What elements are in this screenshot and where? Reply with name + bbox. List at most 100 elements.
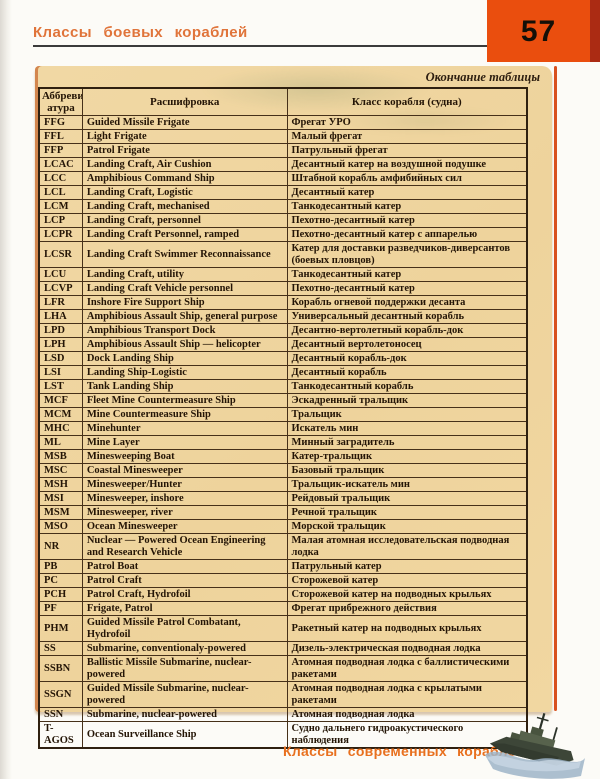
ship-class-cell: Тральщик	[286, 407, 528, 422]
abbreviation-cell: LCU	[38, 267, 83, 282]
column-header-ship-class: Класс корабля (судна)	[286, 87, 528, 116]
abbreviation-cell: PF	[38, 601, 83, 616]
abbreviation-cell: SSBN	[38, 655, 83, 682]
ship-class-cell: Минный заградитель	[286, 435, 528, 450]
table-row: MCF Fleet Mine Countermeasure Ship Эскад…	[38, 393, 528, 408]
decoding-cell: Amphibious Assault Ship — helicopter	[81, 337, 288, 352]
page-number: 57	[520, 15, 557, 48]
decoding-cell: Landing Craft, mechanised	[81, 199, 288, 214]
table-row: LCC Amphibious Command Ship Штабной кора…	[38, 171, 528, 186]
abbreviation-cell: LST	[38, 379, 83, 394]
table-row: LCM Landing Craft, mechanised Танкодесан…	[38, 199, 528, 214]
abbreviation-cell: MSM	[38, 505, 83, 520]
ship-class-cell: Десантный катер на воздушной подушке	[286, 157, 528, 172]
abbreviation-cell: LFR	[38, 295, 83, 310]
decoding-cell: Ocean Surveillance Ship	[81, 721, 288, 749]
ship-class-cell: Десантный катер	[286, 185, 528, 200]
abbreviation-cell: ML	[38, 435, 83, 450]
abbreviation-cell: LCL	[38, 185, 83, 200]
decoding-cell: Landing Craft Vehicle personnel	[81, 281, 288, 296]
page-number-box: 57	[487, 0, 590, 62]
abbreviation-cell: PCH	[38, 587, 83, 602]
table-header: Аббреви- атура Расшифровка Класс корабля…	[38, 87, 528, 116]
ship-class-cell: Базовый тральщик	[286, 463, 528, 478]
decoding-cell: Minesweeper, river	[81, 505, 288, 520]
decoding-cell: Landing Craft, personnel	[81, 213, 288, 228]
decoding-cell: Minesweeping Boat	[81, 449, 288, 464]
table-row: PCH Patrol Craft, Hydrofoil Сторожевой к…	[38, 587, 528, 602]
abbreviation-cell: MSI	[38, 491, 83, 506]
decoding-cell: Patrol Frigate	[81, 143, 288, 158]
abbreviation-cell: SSN	[38, 707, 83, 722]
decoding-cell: Guided Missile Patrol Combatant, Hydrofo…	[81, 615, 288, 642]
abbreviation-cell: T-AGOS	[38, 721, 83, 749]
table-row: LSI Landing Ship-Logistic Десантный кора…	[38, 365, 528, 380]
table-row: FFL Light Frigate Малый фрегат	[38, 129, 528, 144]
abbreviation-cell: LCP	[38, 213, 83, 228]
ship-class-cell: Танкодесантный катер	[286, 199, 528, 214]
page-number-stripe	[590, 0, 600, 62]
ship-class-cell: Фрегат УРО	[286, 115, 528, 130]
table-panel: Окончание таблицы Аббреви- атура Расшифр…	[35, 66, 552, 749]
ship-class-cell: Катер-тральщик	[286, 449, 528, 464]
ship-class-cell: Танкодесантный катер	[286, 267, 528, 282]
table-row: LCU Landing Craft, utility Танкодесантны…	[38, 267, 528, 282]
decoding-cell: Landing Ship-Logistic	[81, 365, 288, 380]
abbreviation-cell: MCF	[38, 393, 83, 408]
table-row: LCAC Landing Craft, Air Cushion Десантны…	[38, 157, 528, 172]
ship-class-cell: Атомная подводная лодка с баллистическим…	[286, 655, 528, 682]
decoding-cell: Dock Landing Ship	[81, 351, 288, 366]
table-row: SSBN Ballistic Missile Submarine, nuclea…	[38, 655, 528, 682]
table-row: LSD Dock Landing Ship Десантный корабль-…	[38, 351, 528, 366]
decoding-cell: Frigate, Patrol	[81, 601, 288, 616]
table-row: LPD Amphibious Transport Dock Десантно-в…	[38, 323, 528, 338]
table-row: LST Tank Landing Ship Танкодесантный кор…	[38, 379, 528, 394]
table-row: MSI Minesweeper, inshore Рейдовый тральщ…	[38, 491, 528, 506]
table-row: SS Submarine, conventionaly-powered Дизе…	[38, 641, 528, 656]
table-row: T-AGOS Ocean Surveillance Ship Судно дал…	[38, 721, 528, 749]
decoding-cell: Mine Layer	[81, 435, 288, 450]
abbreviation-cell: LCVP	[38, 281, 83, 296]
table-row: PC Patrol Craft Сторожевой катер	[38, 573, 528, 588]
abbreviation-cell: LSI	[38, 365, 83, 380]
ship-class-cell: Малая атомная исследовательская подводна…	[286, 533, 528, 560]
table-row: LCVP Landing Craft Vehicle personnel Пех…	[38, 281, 528, 296]
table-row: LPH Amphibious Assault Ship — helicopter…	[38, 337, 528, 352]
ship-class-table: Аббреви- атура Расшифровка Класс корабля…	[38, 87, 528, 749]
ship-class-cell: Десантно-вертолетный корабль-док	[286, 323, 528, 338]
abbreviation-cell: SSGN	[38, 681, 83, 708]
decoding-cell: Patrol Boat	[81, 559, 288, 574]
table-row: SSN Submarine, nuclear-powered Атомная п…	[38, 707, 528, 722]
abbreviation-cell: LCSR	[38, 241, 83, 268]
decoding-cell: Landing Craft Personnel, ramped	[81, 227, 288, 242]
table-continuation-note: Окончание таблицы	[425, 70, 540, 84]
table-header-row: Аббреви- атура Расшифровка Класс корабля…	[38, 87, 528, 116]
table-row: PB Patrol Boat Патрульный катер	[38, 559, 528, 574]
abbreviation-cell: LCAC	[38, 157, 83, 172]
decoding-cell: Light Frigate	[81, 129, 288, 144]
decoding-cell: Minesweeper, inshore	[81, 491, 288, 506]
abbreviation-cell: FFP	[38, 143, 83, 158]
table-row: LHA Amphibious Assault Ship, general pur…	[38, 309, 528, 324]
table-row: MHC Minehunter Искатель мин	[38, 421, 528, 436]
decoding-cell: Landing Craft, Air Cushion	[81, 157, 288, 172]
decoding-cell: Landing Craft, Logistic	[81, 185, 288, 200]
abbreviation-cell: LCM	[38, 199, 83, 214]
column-header-decoding: Расшифровка	[81, 87, 288, 116]
abbreviation-cell: LPH	[38, 337, 83, 352]
ship-class-cell: Корабль огневой поддержки десанта	[286, 295, 528, 310]
table-row: NR Nuclear — Powered Ocean Engineering a…	[38, 533, 528, 560]
page-title: Классы боевых кораблей	[33, 24, 248, 41]
ship-class-cell: Пехотно-десантный катер	[286, 281, 528, 296]
decoding-cell: Guided Missile Frigate	[81, 115, 288, 130]
abbreviation-cell: MCM	[38, 407, 83, 422]
abbreviation-cell: LCC	[38, 171, 83, 186]
abbreviation-cell: MHC	[38, 421, 83, 436]
table-row: MCM Mine Countermeasure Ship Тральщик	[38, 407, 528, 422]
abbreviation-cell: MSH	[38, 477, 83, 492]
ship-class-cell: Десантный вертолетоносец	[286, 337, 528, 352]
ship-class-cell: Десантный корабль	[286, 365, 528, 380]
abbreviation-cell: PC	[38, 573, 83, 588]
decoding-cell: Nuclear — Powered Ocean Engineering and …	[81, 533, 288, 560]
ship-class-cell: Универсальный десантный корабль	[286, 309, 528, 324]
